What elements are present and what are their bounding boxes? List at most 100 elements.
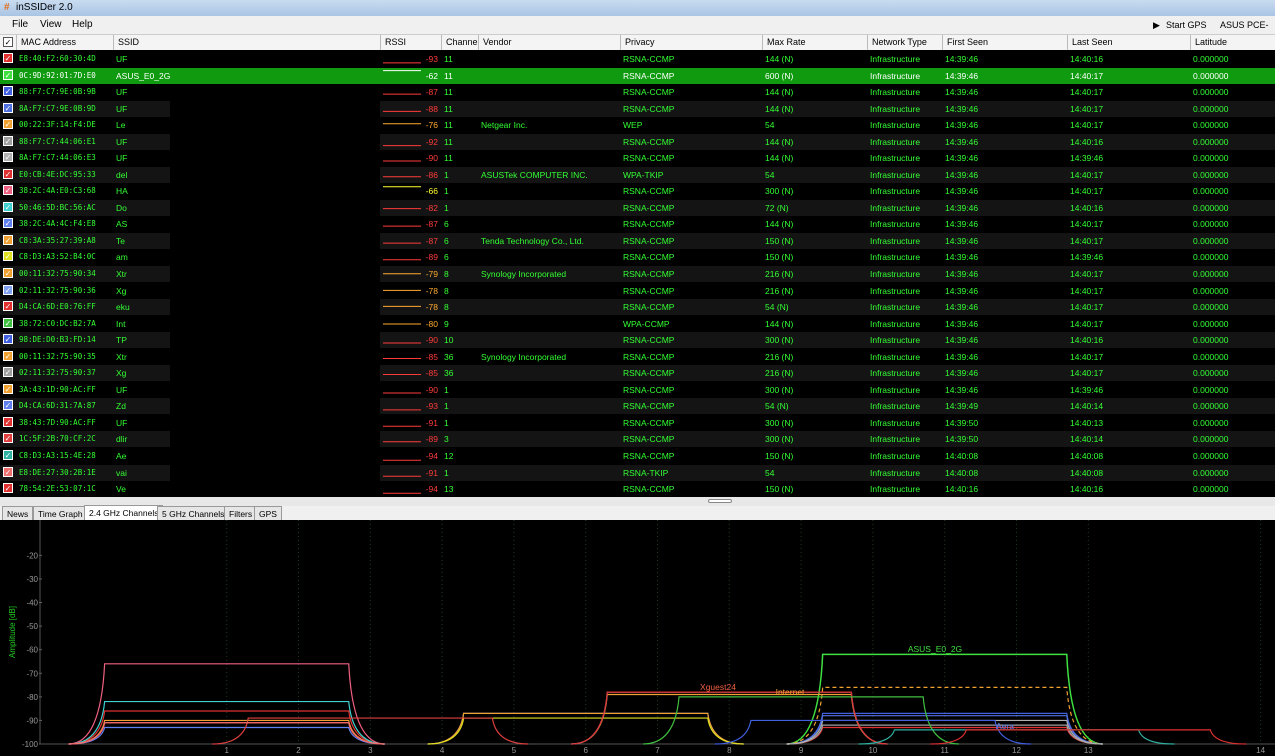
- start-gps-button[interactable]: Start GPS: [1166, 20, 1207, 30]
- tab[interactable]: Time Graph: [33, 506, 88, 521]
- menu-item[interactable]: File: [12, 19, 29, 30]
- vendor: [478, 415, 620, 431]
- network-row[interactable]: ✓ 8A:F7:C7:44:06:E3 UF -90 11 RSNA-CCMP 144 (N…: [0, 150, 1275, 167]
- rssi-value: -85: [425, 351, 438, 362]
- network-row[interactable]: ✓ 3A:43:1D:90:AC:FF UF -90 1 RSNA-CCMP 300 (N)…: [0, 381, 1275, 398]
- rssi-sparkline: [383, 186, 421, 188]
- privacy: RSNA-CCMP: [623, 219, 675, 230]
- column-header[interactable]: Network Type: [867, 35, 942, 50]
- row-checkbox[interactable]: ✓: [3, 218, 13, 229]
- row-checkbox[interactable]: ✓: [3, 317, 13, 328]
- row-checkbox[interactable]: ✓: [3, 201, 13, 212]
- channel: 10: [444, 335, 454, 346]
- tab[interactable]: Filters: [224, 506, 258, 521]
- network-row[interactable]: ✓ 38:72:C0:DC:B2:7A Int -80 9 WPA-CCMP 144 (N)…: [0, 315, 1275, 332]
- column-header[interactable]: Latitude: [1190, 35, 1275, 50]
- network-row[interactable]: ✓ 1C:5F:2B:70:CF:2C dlir -89 3 RSNA-CCMP 300 (…: [0, 431, 1275, 448]
- network-row[interactable]: ✓ C8:D3:A3:15:4E:28 Ae -94 12 RSNA-CCMP 150 (N…: [0, 447, 1275, 464]
- row-checkbox[interactable]: ✓: [3, 69, 13, 80]
- splitter[interactable]: [0, 497, 1275, 506]
- menu-item[interactable]: View: [40, 19, 62, 30]
- column-header[interactable]: Vendor: [478, 35, 620, 50]
- ssid: Do: [116, 202, 127, 213]
- max-rate: 600 (N): [765, 70, 794, 81]
- row-checkbox[interactable]: ✓: [3, 350, 13, 361]
- network-row[interactable]: ✓ 78:54:2E:53:07:1C Ve -94 13 RSNA-CCMP 150 (N…: [0, 481, 1275, 498]
- column-header[interactable]: First Seen: [942, 35, 1067, 50]
- network-row[interactable]: ✓ E8:40:F2:60:30:4D UF -93 11 RSNA-CCMP 144 (N…: [0, 51, 1275, 67]
- network-row[interactable]: ✓ E8:DE:27:30:2B:1E vai -91 1 RSNA-TKIP 54 Infr…: [0, 464, 1275, 481]
- row-checkbox[interactable]: ✓: [3, 119, 13, 130]
- column-header[interactable]: RSSI: [380, 35, 441, 50]
- network-label: Aera: [996, 721, 1014, 731]
- channel: 11: [444, 54, 453, 64]
- menu-item[interactable]: Help: [72, 19, 93, 30]
- network-row[interactable]: ✓ C8:3A:35:27:39:A8 Te -87 6 Tenda Technology…: [0, 232, 1275, 249]
- rssi-value: -87: [425, 87, 438, 98]
- row-checkbox[interactable]: ✓: [3, 152, 13, 163]
- tab[interactable]: 5 GHz Channels: [157, 506, 230, 521]
- row-checkbox[interactable]: ✓: [3, 466, 13, 477]
- network-type: Infrastructure: [870, 285, 921, 296]
- network-row[interactable]: ✓ 88:F7:C7:44:06:E1 UF -92 11 RSNA-CCMP 144 (N…: [0, 133, 1275, 150]
- network-row[interactable]: ✓ D4:CA:6D:E0:76:FF eku -78 8 RSNA-CCMP 54 (N)…: [0, 299, 1275, 316]
- tab[interactable]: GPS: [254, 506, 282, 521]
- network-row[interactable]: ✓ 00:11:32:75:90:34 Xtr -79 8 Synology Incorp…: [0, 266, 1275, 283]
- network-row[interactable]: ✓ 00:22:3F:14:F4:DE Le -76 11 Netgear Inc. WEP…: [0, 117, 1275, 134]
- vendor: [478, 448, 620, 464]
- column-header[interactable]: Last Seen: [1067, 35, 1190, 50]
- network-row[interactable]: ✓ 0C:9D:92:01:7D:E0 ASUS_E0_2G -62 11 RSNA-CC…: [0, 67, 1275, 84]
- row-checkbox[interactable]: ✓: [3, 135, 13, 146]
- privacy: RSNA-CCMP: [623, 368, 675, 379]
- row-checkbox[interactable]: ✓: [3, 449, 13, 460]
- row-checkbox[interactable]: ✓: [3, 168, 13, 179]
- column-header[interactable]: SSID: [113, 35, 380, 50]
- row-checkbox[interactable]: ✓: [3, 334, 13, 345]
- rssi-value: -66: [425, 186, 438, 197]
- row-checkbox[interactable]: ✓: [3, 367, 13, 378]
- network-row[interactable]: ✓ 8A:F7:C7:9E:0B:9D UF -88 11 RSNA-CCMP 144 (N…: [0, 100, 1275, 117]
- row-checkbox[interactable]: ✓: [3, 483, 13, 494]
- network-row[interactable]: ✓ 38:2C:4A:E0:C3:68 HA -66 1 RSNA-CCMP 300 (N)…: [0, 183, 1275, 200]
- row-checkbox[interactable]: ✓: [3, 86, 13, 97]
- network-row[interactable]: ✓ D4:CA:6D:31:7A:87 Zd -93 1 RSNA-CCMP 54 (N) I…: [0, 398, 1275, 415]
- row-checkbox[interactable]: ✓: [3, 251, 13, 262]
- x-tick-label: 7: [655, 746, 660, 755]
- row-checkbox[interactable]: ✓: [3, 234, 13, 245]
- network-row[interactable]: ✓ 98:DE:D0:B3:FD:14 TP -90 10 RSNA-CCMP 300 (N…: [0, 332, 1275, 349]
- row-checkbox[interactable]: ✓: [3, 416, 13, 427]
- last-seen: 14:40:17: [1070, 302, 1104, 313]
- rssi-value: -87: [425, 235, 438, 246]
- tab[interactable]: News: [2, 506, 34, 521]
- row-checkbox[interactable]: ✓: [3, 185, 13, 196]
- channel: 9: [444, 318, 449, 329]
- network-row[interactable]: ✓ 88:F7:C7:9E:0B:9B UF -87 11 RSNA-CCMP 144 (N…: [0, 84, 1275, 101]
- network-row[interactable]: ✓ 38:2C:4A:4C:F4:E8 AS -87 6 RSNA-CCMP 144 (N)…: [0, 216, 1275, 233]
- row-checkbox[interactable]: ✓: [3, 284, 13, 295]
- network-row[interactable]: ✓ 00:11:32:75:90:35 Xtr -85 36 Synology Incor…: [0, 348, 1275, 365]
- network-row[interactable]: ✓ C8:D3:A3:52:B4:0C am -89 6 RSNA-CCMP 150 (N)…: [0, 249, 1275, 266]
- network-row[interactable]: ✓ 02:11:32:75:90:36 Xg -78 8 RSNA-CCMP 216 (N)…: [0, 282, 1275, 299]
- y-tick-label: -100: [22, 740, 39, 749]
- row-checkbox[interactable]: ✓: [3, 53, 13, 63]
- column-header[interactable]: Privacy: [620, 35, 762, 50]
- last-seen: 14:40:17: [1070, 169, 1104, 180]
- window-title: inSSIDer 2.0: [16, 2, 73, 13]
- network-row[interactable]: ✓ 38:43:7D:90:AC:FF UF -91 1 RSNA-CCMP 300 (N)…: [0, 414, 1275, 431]
- network-row[interactable]: ✓ 02:11:32:75:90:37 Xg -85 36 RSNA-CCMP 216 (N…: [0, 365, 1275, 382]
- column-header[interactable]: MAC Address: [16, 35, 113, 50]
- x-tick-label: 10: [868, 746, 877, 755]
- latitude: 0.000000: [1193, 384, 1229, 395]
- network-row[interactable]: ✓ E0:CB:4E:DC:95:33 del -86 1 ASUSTek COMPUTE…: [0, 166, 1275, 183]
- column-header[interactable]: Max Rate: [762, 35, 867, 50]
- first-seen: 14:39:46: [945, 384, 979, 395]
- row-checkbox[interactable]: ✓: [3, 102, 13, 113]
- row-checkbox[interactable]: ✓: [3, 268, 13, 279]
- row-checkbox[interactable]: ✓: [3, 301, 13, 312]
- network-row[interactable]: ✓ 50:46:5D:BC:56:AC Do -82 1 RSNA-CCMP 72 (N) I…: [0, 199, 1275, 216]
- row-checkbox[interactable]: ✓: [3, 400, 13, 411]
- row-checkbox[interactable]: ✓: [3, 433, 13, 444]
- latitude: 0.000000: [1193, 401, 1229, 412]
- column-header[interactable]: Channel: [441, 35, 480, 50]
- row-checkbox[interactable]: ✓: [3, 383, 13, 394]
